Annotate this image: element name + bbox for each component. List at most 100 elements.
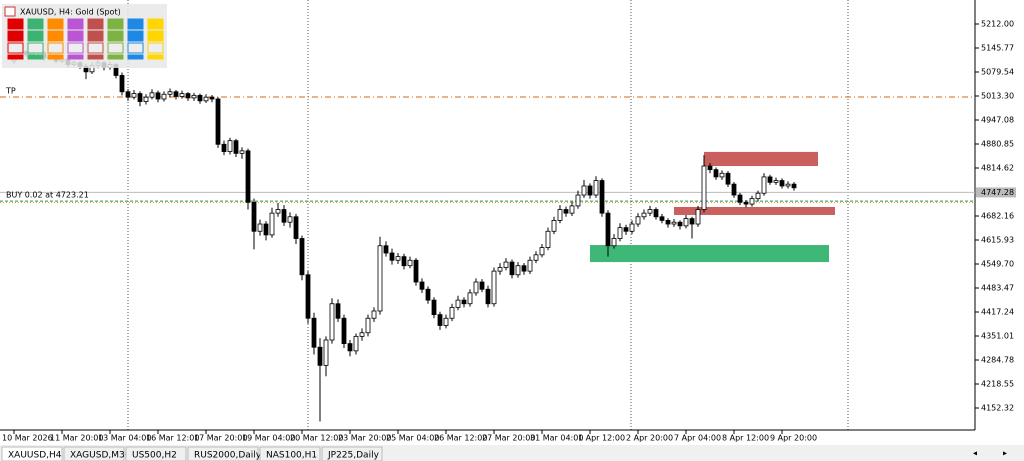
- tab[interactable]: [63, 446, 125, 461]
- color-swatch[interactable]: [107, 42, 124, 54]
- y-tick-label: 5013.30: [981, 91, 1014, 100]
- zone: [674, 206, 835, 215]
- candle-body: [233, 140, 239, 154]
- candle-body: [173, 91, 179, 97]
- candle-body: [545, 230, 551, 248]
- candle-body: [365, 317, 371, 334]
- color-swatch[interactable]: [27, 30, 44, 42]
- candle-body: [599, 180, 605, 214]
- candle-body: [419, 281, 425, 290]
- candle-body: [623, 227, 629, 232]
- candle-body: [605, 212, 611, 247]
- candle-body: [707, 165, 713, 171]
- color-swatch[interactable]: [47, 30, 64, 42]
- candle-body: [263, 223, 269, 236]
- candle-body: [317, 346, 323, 366]
- candle-body: [437, 314, 443, 326]
- candle-body: [563, 209, 569, 214]
- color-swatch[interactable]: [67, 18, 84, 30]
- x-tick-label: 31 Mar 04:00: [530, 434, 583, 443]
- color-swatch[interactable]: [67, 30, 84, 42]
- candle-body: [257, 223, 263, 232]
- candle-body: [185, 93, 191, 99]
- color-swatch[interactable]: [7, 42, 24, 54]
- candle-body: [377, 245, 383, 312]
- color-swatch[interactable]: [27, 18, 44, 30]
- candle-body: [647, 209, 653, 214]
- tab-label: JP225,Daily: [327, 451, 380, 461]
- zone: [590, 245, 829, 263]
- color-swatch[interactable]: [67, 42, 84, 54]
- candle-body: [503, 261, 509, 268]
- color-swatch[interactable]: [147, 42, 164, 54]
- tab[interactable]: [1, 446, 63, 461]
- candle-body: [779, 180, 785, 187]
- candle-body: [581, 185, 587, 196]
- candle-body: [323, 339, 329, 366]
- x-tick-label: 8 Apr 12:00: [722, 434, 769, 443]
- candle-body: [155, 92, 161, 100]
- color-swatch[interactable]: [47, 18, 64, 30]
- tab[interactable]: [125, 446, 187, 461]
- candle-body: [443, 317, 449, 326]
- tab[interactable]: [259, 446, 321, 461]
- y-tick-label: 4549.70: [981, 259, 1014, 268]
- color-swatch[interactable]: [147, 18, 164, 30]
- scroll-right[interactable]: ▸: [1003, 449, 1007, 458]
- candle-body: [305, 274, 311, 319]
- color-swatch[interactable]: [27, 42, 44, 54]
- color-swatch[interactable]: [67, 54, 84, 60]
- candle-body: [401, 256, 407, 267]
- color-swatch[interactable]: [87, 18, 104, 30]
- y-tick-label: 4284.78: [981, 355, 1014, 364]
- candle-body: [371, 310, 377, 319]
- tab[interactable]: [187, 446, 259, 461]
- scroll-left[interactable]: ◂: [973, 449, 977, 458]
- color-swatch[interactable]: [127, 30, 144, 42]
- color-swatch[interactable]: [47, 42, 64, 54]
- color-swatch[interactable]: [127, 54, 144, 60]
- color-swatch[interactable]: [147, 54, 164, 60]
- color-swatch[interactable]: [127, 42, 144, 54]
- candle-body: [467, 292, 473, 305]
- x-tick-label: 26 Mar 12:00: [434, 434, 487, 443]
- chart-title: XAUUSD, H4: Gold (Spot): [20, 8, 121, 17]
- candle-body: [359, 332, 365, 337]
- candle-body: [239, 150, 245, 154]
- candle-body: [719, 172, 725, 178]
- color-swatch[interactable]: [7, 18, 24, 30]
- candle-body: [761, 176, 767, 194]
- y-tick-label: 5212.00: [981, 19, 1014, 28]
- candle-body: [215, 98, 221, 145]
- buy-label: BUY 0.02 at 4723.21: [6, 191, 89, 200]
- color-swatch[interactable]: [87, 42, 104, 54]
- candle-body: [689, 218, 695, 225]
- candle-body: [629, 223, 635, 232]
- candle-body: [311, 317, 317, 348]
- candle-body: [251, 201, 257, 232]
- color-swatch[interactable]: [107, 30, 124, 42]
- color-swatch[interactable]: [7, 54, 24, 60]
- candle-body: [587, 185, 593, 196]
- color-swatch[interactable]: [47, 54, 64, 60]
- candle-body: [245, 150, 251, 203]
- candle-body: [701, 165, 707, 210]
- color-swatch[interactable]: [107, 54, 124, 60]
- x-tick-label: 10 Mar 2026: [2, 434, 53, 443]
- color-swatch[interactable]: [127, 18, 144, 30]
- candle-body: [617, 227, 623, 239]
- y-tick-label: 4152.32: [981, 403, 1014, 412]
- color-swatch[interactable]: [147, 30, 164, 42]
- tab-label: NAS100,H1: [266, 451, 317, 461]
- x-tick-label: 25 Mar 04:00: [386, 434, 439, 443]
- tab[interactable]: [321, 446, 383, 461]
- color-swatch[interactable]: [87, 54, 104, 60]
- color-swatch[interactable]: [87, 30, 104, 42]
- color-swatch[interactable]: [27, 54, 44, 60]
- candle-body: [125, 91, 131, 98]
- bid-label-box: [976, 187, 1016, 198]
- color-swatch[interactable]: [7, 30, 24, 42]
- candle-body: [533, 254, 539, 261]
- color-swatch[interactable]: [107, 18, 124, 30]
- candle-body: [671, 221, 677, 225]
